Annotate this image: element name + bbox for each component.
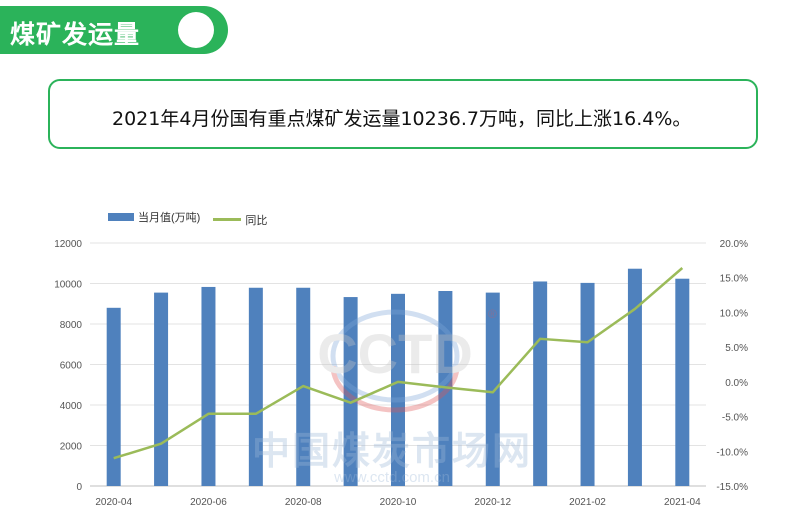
watermark-ring-blue: [330, 309, 460, 403]
bar: [627, 268, 642, 486]
section-title: 煤矿发运量: [10, 20, 141, 49]
legend-label-line: 同比: [245, 214, 268, 227]
bar: [106, 307, 121, 486]
section-banner: 煤矿发运量: [0, 6, 228, 54]
bar: [675, 278, 690, 486]
y-right-tick-label: 15.0%: [720, 274, 748, 285]
y-left-tick-label: 10000: [54, 280, 82, 291]
x-tick-label: 2021-04: [664, 497, 701, 508]
chart-axes: 0 2000 4000 6000 8000 10000 12000 -15.0% -10.0% -…: [54, 239, 748, 508]
yoy-line: [113, 267, 684, 460]
x-tick-label: 2020-04: [95, 497, 132, 508]
summary-box: 2021年4月份国有重点煤矿发运量10236.7万吨，同比上涨16.4%。: [48, 79, 758, 149]
chart-legend: 当月值(万吨) 同比: [108, 209, 277, 228]
x-tick-label: 2021-02: [569, 497, 606, 508]
legend-line-swatch: [213, 218, 242, 221]
watermark: CCTD ® 中国煤炭市场网 www.cctd.com.cn: [252, 307, 532, 486]
registered-mark-icon: ®: [488, 307, 497, 321]
legend-label-bar: 当月值(万吨): [138, 212, 201, 224]
x-tick-label: 2020-06: [190, 497, 227, 508]
y-right-tick-label: 5.0%: [725, 343, 748, 354]
watermark-ring-red: [330, 365, 460, 413]
watermark-logo-text: CCTD: [317, 322, 473, 385]
bar: [343, 297, 358, 486]
x-tick-label: 2020-08: [285, 497, 322, 508]
bar: [391, 293, 405, 486]
banner-dot-icon: [178, 12, 214, 48]
y-left-tick-label: 8000: [60, 320, 83, 331]
y-right-tick-label: -5.0%: [722, 413, 748, 424]
y-right-tick-label: 0.0%: [725, 378, 748, 389]
bar: [201, 286, 216, 486]
watermark-name: 中国煤炭市场网: [252, 429, 532, 473]
bar: [154, 292, 169, 486]
bar: [248, 287, 263, 486]
y-right-tick-label: -15.0%: [716, 482, 748, 493]
summary-text: 2021年4月份国有重点煤矿发运量10236.7万吨，同比上涨16.4%。: [112, 108, 692, 130]
y-right-tick-label: 20.0%: [720, 239, 748, 250]
y-left-tick-label: 4000: [60, 401, 83, 412]
x-tick-label: 2020-10: [380, 497, 417, 508]
watermark-url: www.cctd.com.cn: [333, 469, 450, 486]
legend-item-bar: 当月值(万吨): [108, 209, 200, 225]
bar: [580, 282, 595, 486]
y-left-tick-label: 12000: [54, 239, 82, 250]
y-left-tick-label: 0: [76, 482, 82, 493]
y-left-tick-label: 6000: [60, 361, 83, 372]
y-right-tick-label: -10.0%: [716, 447, 748, 458]
x-tick-label: 2020-12: [474, 497, 511, 508]
legend-bar-swatch: [108, 213, 134, 221]
chart-line: [113, 267, 684, 460]
bar: [485, 292, 500, 486]
y-left-tick-label: 2000: [60, 442, 83, 453]
y-right-tick-label: 10.0%: [720, 308, 748, 319]
bar: [533, 281, 548, 486]
legend-item-line: 同比: [213, 212, 267, 228]
